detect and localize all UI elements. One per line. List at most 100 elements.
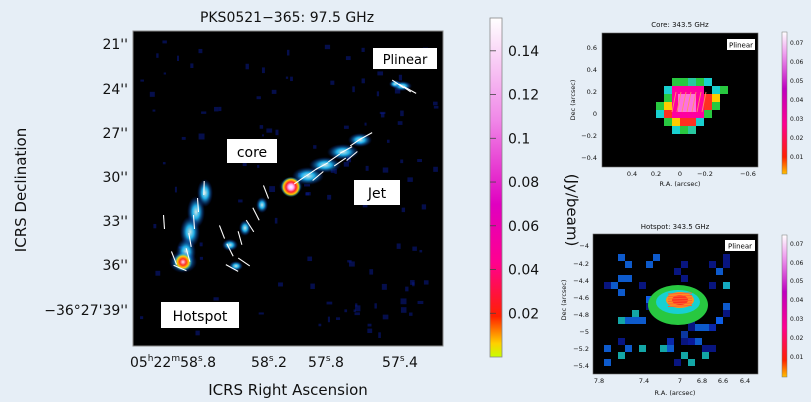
noise-speck <box>326 301 333 305</box>
emission-blob <box>389 80 401 88</box>
hotspot-noise-pixel <box>709 345 716 352</box>
hotspot-source <box>174 253 192 271</box>
hotspot-noise-pixel <box>604 359 611 366</box>
polarization-vector <box>327 153 341 163</box>
hotspot-noise-pixel <box>639 345 646 352</box>
noise-speck <box>140 79 144 82</box>
dec-tick-labels: 21'' 24'' 27'' 30'' 33'' 36'' −36°27'39'… <box>44 37 128 319</box>
hotspot-polarization-vector <box>667 305 693 307</box>
noise-speck <box>354 312 360 316</box>
hotspot-ytick: −5.2 <box>573 345 589 353</box>
main-colorbar-tick-label: 0.12 <box>508 88 539 104</box>
hotspot-noise-pixel <box>702 324 709 331</box>
core-pixel <box>680 78 688 86</box>
noise-speck <box>417 300 424 305</box>
core-pixel <box>680 118 688 126</box>
noise-speck <box>410 280 415 285</box>
core-ylabel: Dec (arcsec) <box>569 80 577 121</box>
polarization-vector <box>349 137 363 147</box>
hotspot-noise-pixel <box>618 317 625 324</box>
polarization-vector <box>333 157 347 167</box>
hotspot-ytick: −4.6 <box>573 294 589 302</box>
hotspot-noise-pixel <box>709 261 716 268</box>
label-hotspot: Hotspot <box>173 309 228 325</box>
core-pixel <box>696 118 704 126</box>
core-cbar-tick: 0.02 <box>790 135 804 142</box>
core-ytick: 0.6 <box>587 44 597 52</box>
core-panel: Core: 343.5 GHz Plinear 0.6 0.4 0.2 0 −0… <box>569 21 804 188</box>
polarization-vector <box>359 132 373 140</box>
main-colorbar-tick-label: 0.14 <box>508 44 539 60</box>
polarization-vector <box>192 214 196 230</box>
noise-speck <box>162 40 167 44</box>
noise-speck <box>344 309 348 313</box>
noise-speck <box>367 323 372 327</box>
core-pixel <box>656 110 664 118</box>
hotspot-xtick: 6.4 <box>740 377 750 385</box>
noise-speck <box>343 125 349 129</box>
noise-speck <box>242 162 247 167</box>
polarization-vector <box>398 83 412 93</box>
hotspot-noise-pixel <box>639 282 646 289</box>
noise-speck <box>369 269 374 275</box>
noise-speck <box>198 48 203 54</box>
noise-speck <box>400 298 407 305</box>
core-source <box>281 177 301 197</box>
main-title: PKS0521−365: 97.5 GHz <box>200 10 374 26</box>
noise-speck <box>398 74 403 81</box>
dec-tick: 33'' <box>102 214 128 230</box>
hotspot-noise-pixel <box>681 275 688 282</box>
hotspot-noise-pixel <box>618 254 625 261</box>
main-colorbar-tick-label: 0.04 <box>508 263 539 279</box>
hotspot-noise-pixel <box>632 310 639 317</box>
core-pixel <box>664 94 672 102</box>
main-colorbar-tick-label: 0.06 <box>508 219 539 235</box>
hotspot-noise-pixel <box>625 275 632 282</box>
hotspot-noise-pixel <box>646 261 653 268</box>
noise-speck <box>163 72 167 75</box>
hotspot-polarization-vector <box>667 302 693 305</box>
noise-speck <box>396 243 401 249</box>
core-pixel <box>664 118 672 126</box>
hotspot-noise-pixel <box>639 317 646 324</box>
polarization-vector <box>173 264 187 272</box>
core-pixel <box>688 118 696 126</box>
hotspot-noise-pixel <box>618 289 625 296</box>
dec-tick: 24'' <box>102 82 128 98</box>
label-jet-box: Jet <box>354 180 400 205</box>
hotspot-cbar-tick: 0.05 <box>790 278 804 285</box>
polarization-vector <box>262 185 270 199</box>
noise-speck <box>433 166 438 172</box>
polarization-vector <box>403 86 417 94</box>
hotspot-cbar-tick: 0.02 <box>790 335 804 342</box>
noise-speck <box>382 314 389 320</box>
hotspot-polarization-vector <box>667 300 693 302</box>
hotspot-noise-pixel <box>611 282 618 289</box>
main-colorbar-gradient <box>489 17 503 358</box>
core-xtick: 0.2 <box>651 170 661 178</box>
core-cbar-tick: 0.03 <box>790 116 804 123</box>
core-pixel <box>712 94 720 102</box>
noise-speck <box>355 305 361 312</box>
dec-tick: 21'' <box>102 37 128 53</box>
hotspot-noise-pixel <box>723 261 730 268</box>
hotspot-noise-pixel <box>674 268 681 275</box>
noise-speck <box>152 109 156 112</box>
hotspot-xlabel: R.A. (arcsec) <box>655 389 696 397</box>
noise-speck <box>334 168 337 174</box>
noise-speck <box>199 256 203 260</box>
polarization-vector <box>170 251 178 265</box>
polarization-vector <box>226 243 234 257</box>
emission-blob <box>222 239 238 251</box>
hotspot-noise-pixel <box>625 317 632 324</box>
noise-speck <box>382 167 389 173</box>
hotspot-noise-pixel <box>625 345 632 352</box>
core-pixel <box>664 86 672 94</box>
core-pixel <box>704 78 712 86</box>
hotspot-noise-pixel <box>618 338 625 345</box>
dec-tick: −36°27'39'' <box>44 303 128 319</box>
main-panel: PKS0521−365: 97.5 GHz Plinear core Jet H… <box>12 10 444 399</box>
ra-tick: 57s.4 <box>382 354 418 371</box>
core-cbar-tick: 0.01 <box>790 154 804 161</box>
